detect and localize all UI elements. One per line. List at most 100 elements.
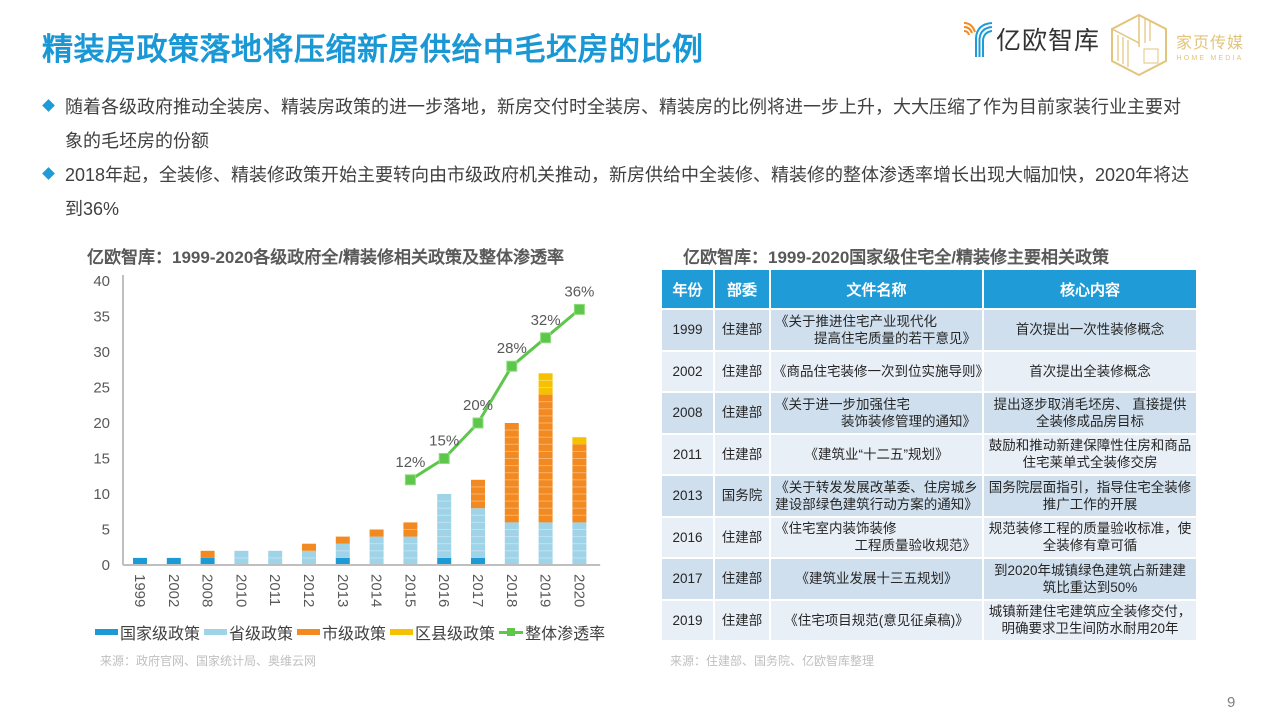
cell-content: 城镇新建住宅建筑应全装修交付， 明确要求卫生间防水耐用20年 xyxy=(984,600,1196,640)
cell-content: 首次提出一次性装修概念 xyxy=(984,310,1196,350)
bar-segment-national-2017 xyxy=(471,557,485,565)
cell-text-line: 2002 xyxy=(672,363,703,379)
diamond-bullet-icon xyxy=(42,167,55,180)
legend-swatch-county xyxy=(390,629,414,635)
legend-item-county: 区县级政策 xyxy=(390,620,495,644)
cell-department: 住建部 xyxy=(715,600,769,640)
cell-year: 1999 xyxy=(662,310,713,350)
cell-text-line: 到2020年城镇绿色建筑占新建建 xyxy=(993,562,1187,578)
table-body: 1999 住建部 《关于推进住宅产业现代化 提高住宅质量的若干意见》 首次提出一次性装修… xyxy=(662,310,1196,640)
cell-year: 2011 xyxy=(662,434,713,474)
x-tick-label: 2018 xyxy=(503,574,520,607)
bar-segment-national-2008 xyxy=(200,557,215,565)
cell-document: 《关于推进住宅产业现代化 提高住宅质量的若干意见》 xyxy=(771,310,982,350)
cell-text-line: 2017 xyxy=(672,571,703,587)
bar-segment-provincial-2015 xyxy=(403,536,418,565)
chart-legend: 国家级政策 省级政策 市级政策 区县级政策 整体渗透率 xyxy=(95,620,609,644)
bar-segment-provincial-2020 xyxy=(572,522,587,565)
cell-text-line: 筑比重达到50% xyxy=(1042,579,1138,595)
bullet-item: 随着各级政府推动全装房、精装房政策的进一步落地，新房交付时全装房、精装房的比例将… xyxy=(40,90,1250,158)
bullet-text-line: 到36% xyxy=(65,199,120,219)
cell-department: 住建部 xyxy=(715,559,769,599)
x-tick-label: 2011 xyxy=(266,574,283,606)
penetration-marker-2019 xyxy=(540,332,552,344)
home-media-hexagon-logo-icon xyxy=(1111,13,1167,77)
cell-text-line: 国务院 xyxy=(721,488,763,504)
y-tick-label: 5 xyxy=(102,522,110,539)
cell-text-line: 建设部绿色建筑行动方案的通知》 xyxy=(775,496,978,512)
bar-segment-provincial-2012 xyxy=(302,550,316,565)
cell-text-line: 提出逐步取消毛坯房、 直接提供 xyxy=(993,396,1187,412)
cell-department: 住建部 xyxy=(715,393,769,433)
bar-segment-national-2013 xyxy=(335,557,350,565)
cell-text-line: 住建部 xyxy=(721,446,763,462)
x-tick-label: 2008 xyxy=(199,574,216,607)
cell-text-line: 城镇新建住宅建筑应全装修交付， xyxy=(988,604,1192,620)
bar-segment-national-2002 xyxy=(166,557,181,565)
home-media-logo-text: 家页传媒 xyxy=(1176,34,1245,52)
bullet-text-line: 2018年起，全装修、精装修政策开始主要转向由市级政府机关推动，新房供给中全装修… xyxy=(65,165,1190,185)
cell-text-line: 住建部 xyxy=(721,571,763,587)
cell-content: 规范装修工程的质量验收标准，使 全装修有章可循 xyxy=(984,517,1196,557)
bullet-text-line: 象的毛坯房的份额 xyxy=(65,131,209,151)
cell-text-line: 2016 xyxy=(672,529,703,545)
x-tick-label: 2020 xyxy=(570,574,587,607)
x-tick-label: 2002 xyxy=(165,574,182,607)
bar-segment-municipal-2020 xyxy=(572,444,587,523)
legend-swatch-provincial xyxy=(204,629,228,635)
table-row: 2008 住建部 《关于进一步加强住宅 装饰装修管理的通知》 提出逐步取消毛坯房、 直接… xyxy=(662,393,1196,433)
yiou-y-logo-icon xyxy=(963,22,993,57)
legend-label: 市级政策 xyxy=(322,626,387,643)
cell-text-line: 2011 xyxy=(672,446,703,462)
cell-text-line: 《关于转发发展改革委、住房城乡 xyxy=(775,479,978,495)
table-row: 2011 住建部 《建筑业“十二五”规划》 鼓励和推动新建保障性住房和商品 住宅莱单式全… xyxy=(662,434,1196,474)
cell-text-line: 推广工作的开展 xyxy=(1042,496,1138,512)
diamond-bullet-icon xyxy=(42,99,55,112)
bar-segment-provincial-2018 xyxy=(504,522,519,565)
cell-text-line: 提高住宅质量的若干意见》 xyxy=(814,330,976,346)
legend-label: 国家级政策 xyxy=(120,626,201,643)
y-tick-label: 35 xyxy=(93,309,110,326)
cell-text-line: 住建部 xyxy=(721,322,763,338)
table-row: 2002 住建部 《商品住宅装修一次到位实施导则》 首次提出全装修概念 xyxy=(662,351,1196,391)
cell-text-line: 装饰装修管理的通知》 xyxy=(841,413,976,429)
bar-segment-municipal-2014 xyxy=(369,529,384,537)
legend-item-municipal: 市级政策 xyxy=(297,620,386,644)
cell-year: 2019 xyxy=(662,600,713,640)
cell-text-line: 鼓励和推动新建保障性住房和商品 xyxy=(988,438,1192,454)
penetration-marker-2018 xyxy=(506,360,518,372)
yiou-logo: 亿欧智库 xyxy=(963,18,1100,60)
penetration-rate-line xyxy=(409,308,581,482)
column-header-department: 部委 xyxy=(715,270,769,308)
cell-text-line: 《关于推进住宅产业现代化 xyxy=(775,313,937,329)
x-tick-label: 2017 xyxy=(469,574,486,607)
legend-item-national: 国家级政策 xyxy=(95,620,200,644)
cell-text-line: 《建筑业“十二五”规划》 xyxy=(804,446,949,462)
table-row: 2013 国务院 《关于转发发展改革委、住房城乡 建设部绿色建筑行动方案的通知》 国务院… xyxy=(662,476,1196,516)
bar-segment-municipal-2015 xyxy=(403,522,418,537)
cell-text-line: 1999 xyxy=(672,322,703,338)
penetration-data-label: 15% xyxy=(429,433,459,450)
bar-segment-municipal-2012 xyxy=(302,543,316,551)
bullet-list: 随着各级政府推动全装房、精装房政策的进一步落地，新房交付时全装房、精装房的比例将… xyxy=(40,90,1250,226)
column-header-document: 文件名称 xyxy=(771,270,982,308)
penetration-data-label: 20% xyxy=(463,397,493,414)
cell-text-line: 住建部 xyxy=(721,529,763,545)
x-tick-label: 2010 xyxy=(232,574,249,607)
y-tick-label: 30 xyxy=(93,344,110,361)
cell-text-line: 2019 xyxy=(672,612,703,628)
cell-department: 住建部 xyxy=(715,517,769,557)
cell-department: 住建部 xyxy=(715,351,769,391)
chart-title: 亿欧智库：1999-2020各级政府全/精装修相关政策及整体渗透率 xyxy=(87,248,565,267)
cell-text-line: 全装修有章可循 xyxy=(1042,538,1138,554)
y-tick-label: 20 xyxy=(93,415,110,432)
cell-text-line: 首次提出一次性装修概念 xyxy=(1015,322,1165,338)
cell-text-line: 2013 xyxy=(672,488,703,504)
y-tick-label: 0 xyxy=(102,557,110,574)
cell-content: 国务院层面指引，指导住宅全装修 推广工作的开展 xyxy=(984,476,1196,516)
bar-segment-provincial-2019 xyxy=(538,522,553,565)
bar-segment-municipal-2013 xyxy=(335,536,350,544)
cell-text-line: 明确要求卫生间防水耐用20年 xyxy=(1001,621,1179,637)
bar-segment-municipal-2019 xyxy=(538,394,553,523)
column-header-content: 核心内容 xyxy=(984,270,1196,308)
